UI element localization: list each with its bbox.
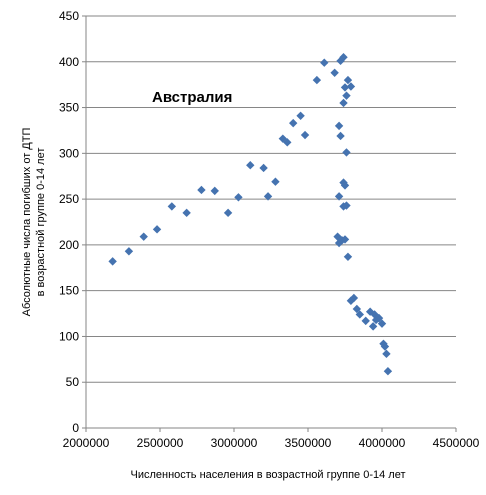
y-tick-label: 100 <box>59 329 79 343</box>
x-tick-labels: 2000000 2500000 3000000 3500000 4000000 45000… <box>63 436 480 450</box>
data-point-marker <box>152 225 162 234</box>
data-point-marker <box>342 201 351 210</box>
data-point-marker <box>343 252 353 261</box>
data-point-marker <box>300 130 310 140</box>
data-point-marker <box>259 163 268 173</box>
data-point-marker <box>296 111 305 120</box>
y-tick-label: 150 <box>59 284 79 298</box>
data-point-marker <box>210 186 219 196</box>
y-tick-label: 250 <box>59 192 79 206</box>
y-tick-labels: 0 50 100 150 200 250 300 350 400 450 <box>59 9 79 435</box>
data-point-marker <box>271 177 280 186</box>
data-point-marker <box>343 75 353 85</box>
data-point-marker <box>320 58 329 67</box>
data-point-marker <box>340 235 350 244</box>
x-tick-label: 4500000 <box>433 436 480 450</box>
y-axis-label-line-1: Абсолютные числа погибших от ДТП <box>21 128 33 317</box>
data-point-marker <box>361 316 370 326</box>
data-point-marker <box>263 192 273 201</box>
data-point-marker <box>377 319 387 328</box>
y-tick-label: 200 <box>59 238 79 252</box>
x-axis-label: Численность населения в возрастной групп… <box>130 469 405 481</box>
data-point-marker <box>223 208 233 218</box>
data-point-marker <box>346 82 356 91</box>
data-point-marker <box>108 257 117 266</box>
data-point-marker <box>289 118 298 128</box>
data-point-marker <box>336 131 345 141</box>
data-point-marker <box>197 185 206 195</box>
data-point-marker <box>278 134 288 143</box>
data-point-marker <box>283 138 292 147</box>
data-point-marker <box>352 304 362 314</box>
y-axis-label: Абсолютные числа погибших от ДТП в возра… <box>21 128 47 317</box>
y-tick-label: 0 <box>72 421 79 435</box>
data-points <box>108 53 393 376</box>
data-point-marker <box>167 202 177 211</box>
data-point-marker <box>312 75 322 85</box>
data-point-marker <box>330 68 339 77</box>
data-point-marker <box>334 121 344 131</box>
data-point-marker <box>234 193 243 202</box>
data-point-marker <box>139 232 148 241</box>
data-point-marker <box>340 83 350 92</box>
gridlines <box>86 15 456 383</box>
y-tick-label: 450 <box>59 9 79 23</box>
data-point-marker <box>340 181 350 190</box>
y-axis-label-line-2: в возрастной группе 0-14 лет <box>35 148 47 297</box>
y-tick-label: 350 <box>59 101 79 115</box>
data-point-marker <box>182 208 191 218</box>
data-point-marker <box>339 53 348 62</box>
data-point-marker <box>383 367 393 376</box>
data-point-marker <box>334 192 344 201</box>
x-tick-label: 2500000 <box>137 436 184 450</box>
axes <box>82 15 457 432</box>
x-tick-label: 2000000 <box>63 436 110 450</box>
data-point-marker <box>374 313 384 323</box>
y-tick-label: 300 <box>59 146 79 160</box>
x-tick-label: 3500000 <box>285 436 332 450</box>
x-tick-label: 3000000 <box>211 436 258 450</box>
data-point-marker <box>380 342 390 351</box>
data-point-marker <box>382 349 391 359</box>
y-tick-label: 400 <box>59 55 79 69</box>
data-point-marker <box>342 91 351 100</box>
chart-title: Австралия <box>152 89 232 106</box>
x-tick-label: 4000000 <box>359 436 406 450</box>
data-point-marker <box>339 98 348 108</box>
data-point-marker <box>124 247 134 256</box>
data-point-marker <box>349 293 359 303</box>
y-tick-label: 50 <box>66 375 80 389</box>
data-point-marker <box>246 161 255 170</box>
data-point-marker <box>368 322 378 331</box>
data-point-marker <box>342 148 351 157</box>
data-point-marker <box>355 310 364 319</box>
